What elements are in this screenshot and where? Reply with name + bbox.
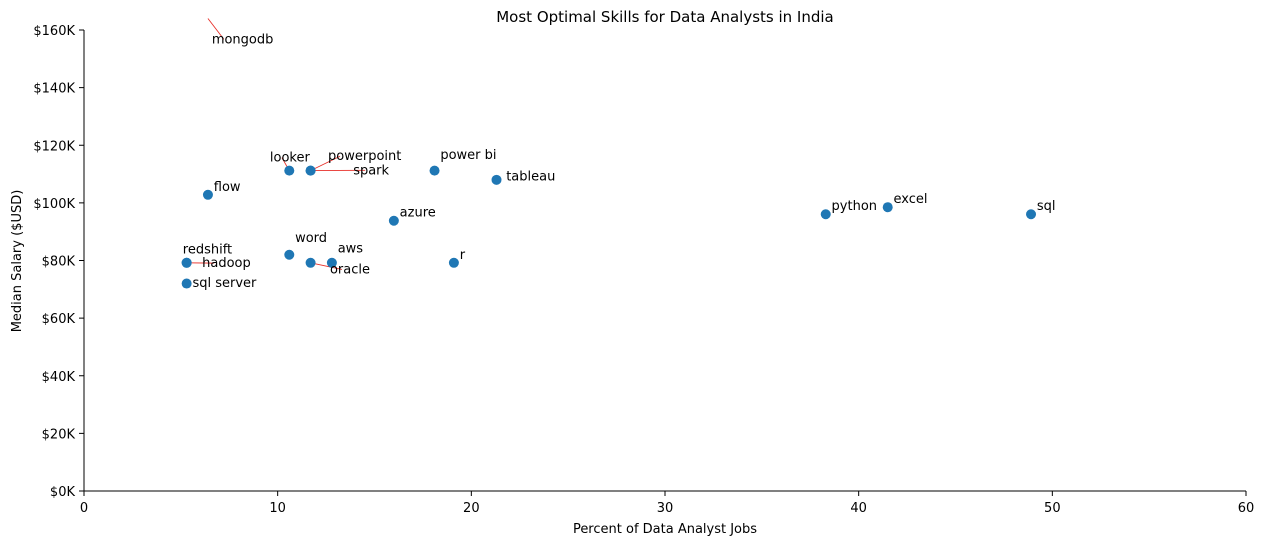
y-tick-label: $60K — [42, 312, 76, 327]
data-point — [448, 257, 459, 268]
point-label: redshift — [183, 243, 232, 258]
y-tick-label: $140K — [33, 82, 75, 97]
data-point — [284, 249, 295, 260]
point-label: spark — [353, 163, 389, 178]
x-tick-label: 40 — [850, 501, 867, 516]
chart-title: Most Optimal Skills for Data Analysts in… — [496, 8, 834, 26]
point-labels: sql excel python tableau power bi r azure aws or… — [183, 32, 1056, 291]
data-point — [202, 189, 213, 200]
data-point — [1026, 209, 1037, 220]
point-label: excel — [894, 192, 928, 207]
y-axis-label: Median Salary ($USD) — [10, 190, 25, 333]
leader-line — [310, 155, 341, 172]
data-point — [388, 215, 399, 226]
point-label: tableau — [506, 170, 555, 185]
point-label: looker — [270, 151, 311, 166]
y-tick-label: $100K — [33, 197, 75, 212]
x-tick-label: 20 — [463, 501, 480, 516]
data-point — [284, 165, 295, 176]
y-ticks: $0K $20K $40K $60K $80K $100K $120K $140K $160K — [33, 24, 84, 500]
x-tick-label: 10 — [269, 501, 286, 516]
y-tick-label: $0K — [50, 485, 76, 500]
point-label: oracle — [330, 262, 370, 277]
x-tick-label: 50 — [1044, 501, 1061, 516]
y-tick-label: $20K — [42, 427, 76, 442]
leader-lines — [186, 18, 366, 270]
leader-line — [310, 262, 343, 270]
point-label: sql server — [192, 276, 257, 291]
data-point — [326, 257, 337, 268]
point-label: word — [295, 231, 327, 246]
point-label: azure — [400, 205, 436, 220]
data-point — [491, 174, 502, 185]
point-label: aws — [338, 241, 364, 256]
x-ticks: 0 10 20 30 40 50 60 — [80, 491, 1254, 516]
x-tick-label: 0 — [80, 501, 88, 516]
point-label: r — [460, 248, 466, 263]
y-tick-label: $160K — [33, 24, 75, 39]
y-tick-label: $40K — [42, 370, 76, 385]
x-tick-label: 60 — [1238, 501, 1255, 516]
data-point — [305, 257, 316, 268]
y-tick-label: $80K — [42, 255, 76, 270]
leader-line — [207, 18, 225, 40]
data-point — [429, 165, 440, 176]
axes — [83, 30, 1246, 492]
x-axis-label: Percent of Data Analyst Jobs — [573, 522, 757, 537]
point-label: python — [832, 199, 877, 214]
point-label: powerpoint — [328, 149, 401, 164]
data-point — [305, 165, 316, 176]
data-point — [882, 202, 893, 213]
x-tick-label: 30 — [657, 501, 674, 516]
point-label: mongodb — [212, 32, 274, 47]
point-label: hadoop — [202, 256, 251, 271]
y-tick-label: $120K — [33, 139, 75, 154]
data-point — [181, 257, 192, 268]
point-label: power bi — [440, 148, 496, 163]
data-points — [181, 165, 1037, 289]
point-label: flow — [214, 180, 241, 195]
data-point — [181, 278, 192, 289]
data-point — [820, 209, 831, 220]
point-label: sql — [1037, 199, 1056, 214]
